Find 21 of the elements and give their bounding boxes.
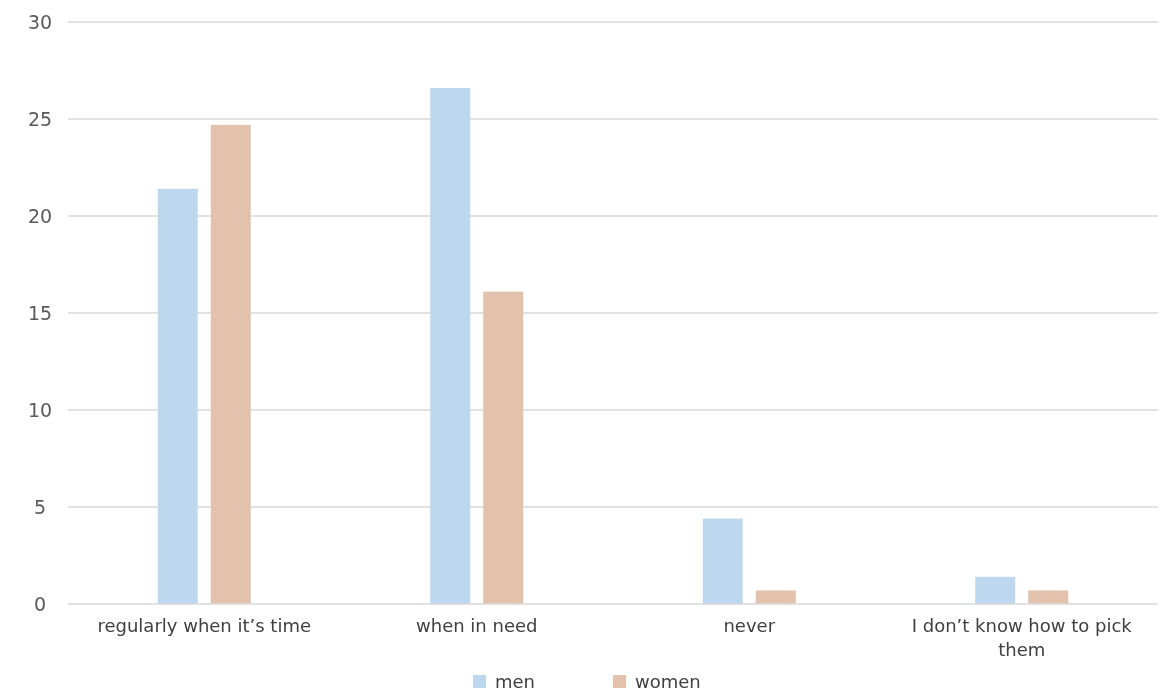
legend-label: women <box>635 671 701 692</box>
x-tick-label: I don’t know how to pick them <box>911 615 1133 660</box>
y-tick-label: 0 <box>33 592 47 615</box>
x-tick-label: never <box>723 615 776 636</box>
legend-label: men <box>495 671 536 692</box>
bar <box>975 576 1016 604</box>
y-tick-label: 20 <box>27 204 53 227</box>
bar <box>210 124 251 604</box>
bar <box>157 188 198 604</box>
y-tick-label: 10 <box>27 398 53 421</box>
x-tick-label: regularly when it’s time <box>97 615 312 636</box>
y-tick-label: 5 <box>33 495 47 518</box>
bar <box>1028 590 1069 604</box>
bar <box>702 518 743 604</box>
y-tick-label: 25 <box>27 107 53 130</box>
x-tick-label: when in need <box>416 615 538 636</box>
bar <box>755 590 796 604</box>
y-tick-label: 30 <box>27 10 53 33</box>
bar <box>483 291 524 604</box>
bar <box>430 87 471 604</box>
y-tick-label: 15 <box>27 301 53 324</box>
